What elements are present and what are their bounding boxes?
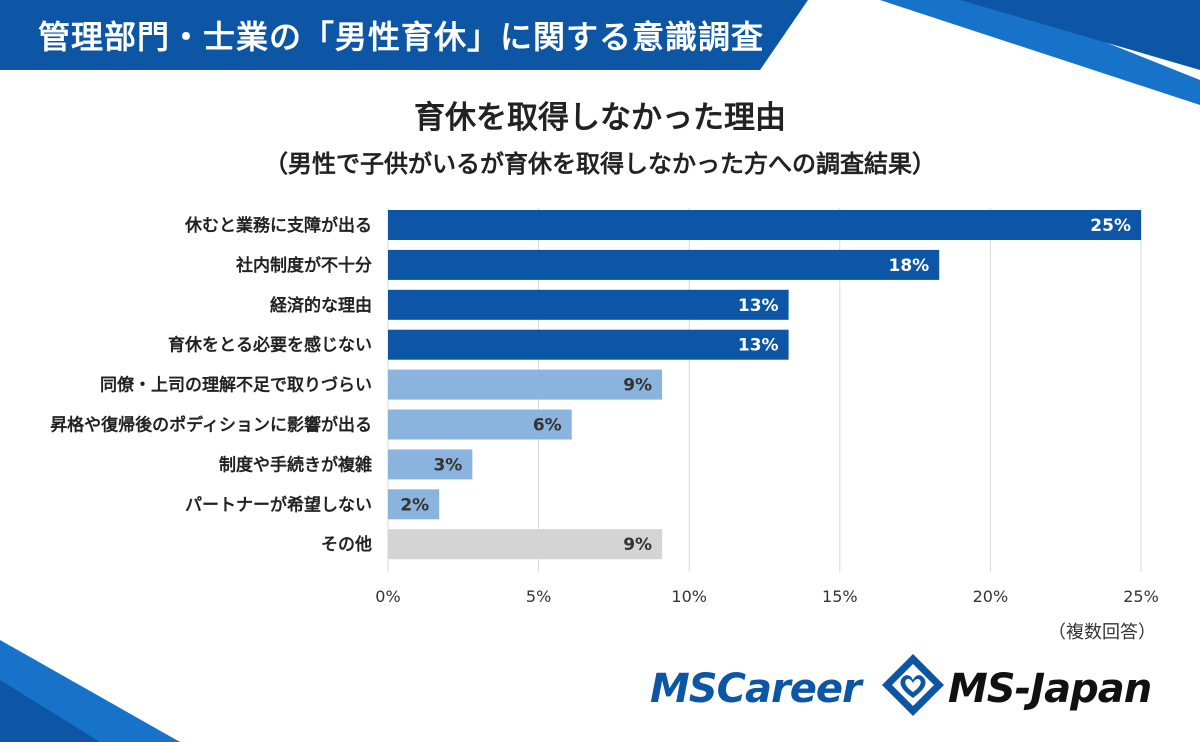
data-label: 25% <box>1090 216 1131 236</box>
ms-japan-diamond-icon <box>882 654 944 716</box>
category-label: パートナーが希望しない <box>185 494 372 515</box>
x-tick-label: 20% <box>973 587 1009 606</box>
data-label: 13% <box>738 336 779 356</box>
bar <box>388 529 663 560</box>
multiple-answer-note: （複数回答） <box>1048 622 1156 643</box>
header-title: 管理部門・士業の「男性育休」に関する意識調査 <box>38 18 765 56</box>
category-label: 同僚・上司の理解不足で取りづらい <box>100 375 372 396</box>
x-tick-label: 5% <box>526 587 551 606</box>
x-tick-label: 15% <box>822 587 858 606</box>
x-tick-label: 25% <box>1123 587 1159 606</box>
chart-title: 育休を取得しなかった理由 <box>414 100 786 136</box>
x-tick-label: 10% <box>671 587 707 606</box>
data-label: 9% <box>623 535 652 555</box>
category-label: 育休をとる必要を感じない <box>168 335 372 356</box>
bar <box>388 409 572 440</box>
category-label: 昇格や復帰後のポディションに影響が出る <box>50 415 372 436</box>
mscareer-logo: MSCareer <box>650 666 862 712</box>
header-band <box>0 0 808 70</box>
ms-japan-logo: MS-Japan <box>948 666 1152 712</box>
category-label: その他 <box>321 534 372 555</box>
bar <box>388 249 940 280</box>
data-label: 9% <box>623 376 652 396</box>
category-label: 制度や手続きが複雑 <box>219 454 372 475</box>
x-tick-label: 0% <box>375 587 400 606</box>
bar <box>388 289 789 320</box>
top-right-stripe-dark <box>960 0 1200 70</box>
category-label: 休むと業務に支障が出る <box>184 215 372 236</box>
bar <box>388 449 473 480</box>
data-label: 13% <box>738 296 779 316</box>
data-label: 6% <box>533 416 562 436</box>
bar <box>388 489 440 520</box>
bar <box>388 369 663 400</box>
chart-subtitle: （男性で子供がいるが育休を取得しなかった方への調査結果） <box>264 150 936 178</box>
data-label: 2% <box>400 495 429 515</box>
data-label: 3% <box>433 455 462 475</box>
category-label: 社内制度が不十分 <box>235 255 372 276</box>
bar <box>388 329 789 360</box>
bar <box>388 210 1141 240</box>
category-label: 経済的な理由 <box>270 295 372 316</box>
data-label: 18% <box>888 256 929 276</box>
bottom-left-stripe-dark <box>0 680 100 742</box>
top-right-stripe <box>880 0 1200 105</box>
